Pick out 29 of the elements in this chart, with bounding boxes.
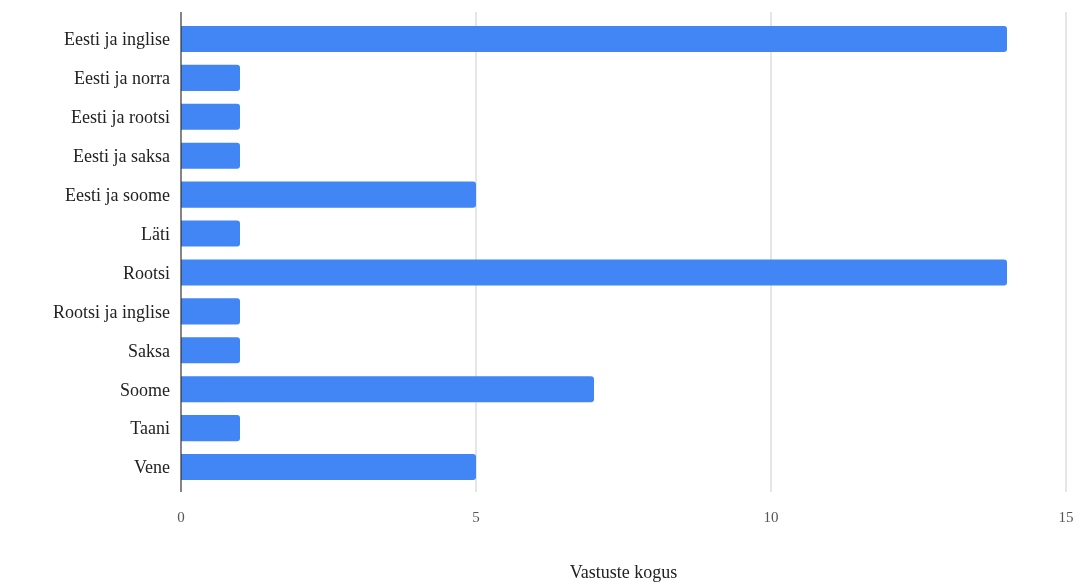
bar [181,415,240,442]
y-tick-label: Eesti ja soome [65,184,170,205]
x-tick-label: 0 [177,509,185,525]
y-tick-label: Saksa [128,340,170,361]
bar [181,259,1007,286]
y-tick-label: Taani [130,418,170,439]
y-tick-label: Eesti ja norra [74,68,170,89]
bar [181,376,594,403]
y-tick-label: Rootsi ja inglise [53,301,171,322]
y-tick-label: Eesti ja saksa [73,146,170,167]
y-tick-label: Rootsi [122,262,170,283]
bar [181,454,476,481]
x-tick-label: 15 [1058,509,1074,525]
x-axis-title: Vastuste kogus [569,562,678,582]
bar [181,181,476,208]
bar [181,103,240,130]
y-tick-label: Eesti ja inglise [64,29,170,50]
x-tick-label: 5 [472,509,480,525]
bar [181,298,240,325]
y-tick-label: Vene [134,457,171,478]
bar [181,25,1007,52]
x-tick-label: 10 [763,509,779,525]
bar [181,142,240,169]
bar [181,337,240,364]
bar [181,220,240,247]
y-tick-label: Soome [119,379,170,400]
y-tick-label: Eesti ja rootsi [71,107,170,128]
y-tick-label: Läti [141,223,170,244]
bar [181,64,240,91]
